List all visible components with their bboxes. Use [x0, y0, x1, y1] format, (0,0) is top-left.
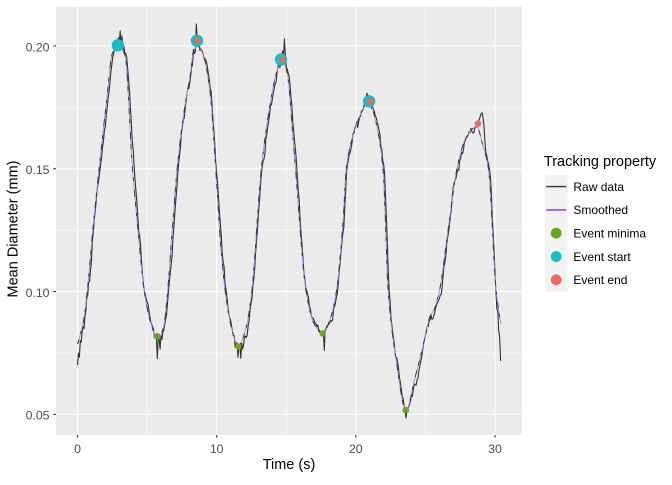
svg-text:0.10: 0.10: [26, 286, 50, 300]
svg-text:Raw data: Raw data: [573, 180, 624, 194]
svg-text:Event start: Event start: [573, 250, 631, 264]
svg-text:Event end: Event end: [573, 273, 627, 287]
svg-text:10: 10: [210, 442, 224, 456]
svg-text:Smoothed: Smoothed: [573, 203, 628, 217]
svg-text:0: 0: [74, 442, 81, 456]
svg-text:0.15: 0.15: [26, 163, 50, 177]
svg-text:20: 20: [349, 442, 363, 456]
svg-text:Event minima: Event minima: [573, 227, 646, 241]
svg-text:30: 30: [488, 442, 502, 456]
svg-text:0.05: 0.05: [26, 409, 50, 423]
svg-text:Mean Diameter (mm): Mean Diameter (mm): [6, 161, 22, 298]
svg-text:Time (s): Time (s): [263, 457, 316, 473]
svg-text:Tracking property: Tracking property: [544, 154, 657, 170]
svg-text:0.20: 0.20: [26, 40, 50, 54]
